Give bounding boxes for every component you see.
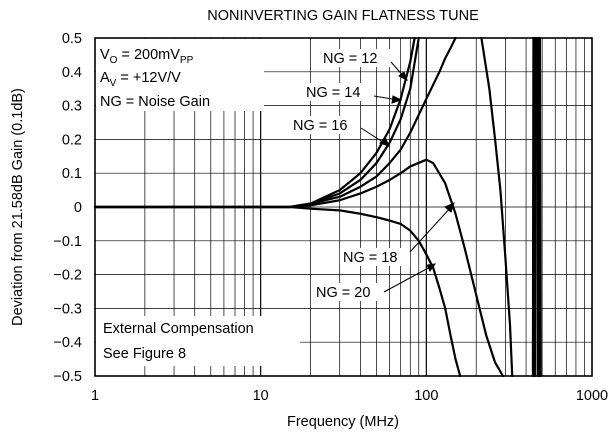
leader-ng20 [383,265,433,293]
leader-arrows [360,61,455,293]
arrowhead-ng20 [426,263,437,272]
leader-ng18 [409,205,453,253]
ng-definition: NG = Noise Gain [100,94,210,110]
y-tick-label: −0.4 [53,335,82,351]
label-bg-ng18 [340,248,410,266]
series-line-6 [531,36,537,378]
series-line-4 [93,205,462,378]
y-tick-label: 0.2 [62,132,82,148]
curves [93,36,542,378]
label-bg-ng14 [303,83,373,101]
note-box-bg [96,316,300,366]
chart-title: NONINVERTING GAIN FLATNESS TUNE [207,8,479,24]
arrowhead-ng14 [391,95,403,104]
label-ng18: NG = 18 [343,250,397,266]
x-tick-label: 10 [253,388,269,404]
av-condition: AV = +12V/V [100,70,181,89]
y-tick-label: 0.3 [62,99,82,115]
y-axis-label: Deviation from 21.58dB Gain (0.1dB) [10,88,26,326]
x-tick-label: 1 [91,388,99,404]
x-tick-label: 1000 [576,388,608,404]
label-bg-ng12 [320,49,390,67]
label-ng12: NG = 12 [323,51,377,67]
y-tick-label: −0.2 [53,268,82,284]
y-tick-label: 0 [74,200,82,216]
series-line-5 [480,36,514,378]
arrowhead-ng12 [398,71,408,82]
label-ng16: NG = 16 [293,118,347,134]
y-tick-label: 0.1 [62,166,82,182]
y-tick-label: 0.4 [62,65,82,81]
y-tick-labels: 0.5 0.4 0.3 0.2 0.1 0 −0.1 −0.2 −0.3 −0.4 −0.5 [53,31,82,385]
y-tick-label: −0.5 [53,369,82,385]
arrowhead-ng18 [444,202,455,213]
conditions-box-bg [96,39,264,111]
x-tick-label: 100 [414,388,438,404]
label-bg-ng16 [290,116,360,134]
note-line-1: External Compensation [103,321,254,337]
y-tick-label: −0.3 [53,301,82,317]
label-ng14: NG = 14 [306,85,360,101]
vo-condition: VO = 200mVPP [100,47,194,66]
arrowhead-ng16 [379,136,390,147]
note-line-2: See Figure 8 [103,346,186,362]
label-bg-ng20 [313,283,383,301]
y-tick-label: −0.1 [53,234,82,250]
x-axis-label: Frequency (MHz) [287,414,399,430]
x-tick-labels: 1 10 100 1000 [91,388,608,404]
y-tick-label: 0.5 [62,31,82,47]
plot-frame [94,37,593,377]
series-line-7 [535,36,542,378]
series-line-3 [93,158,505,378]
label-ng20: NG = 20 [316,285,370,301]
